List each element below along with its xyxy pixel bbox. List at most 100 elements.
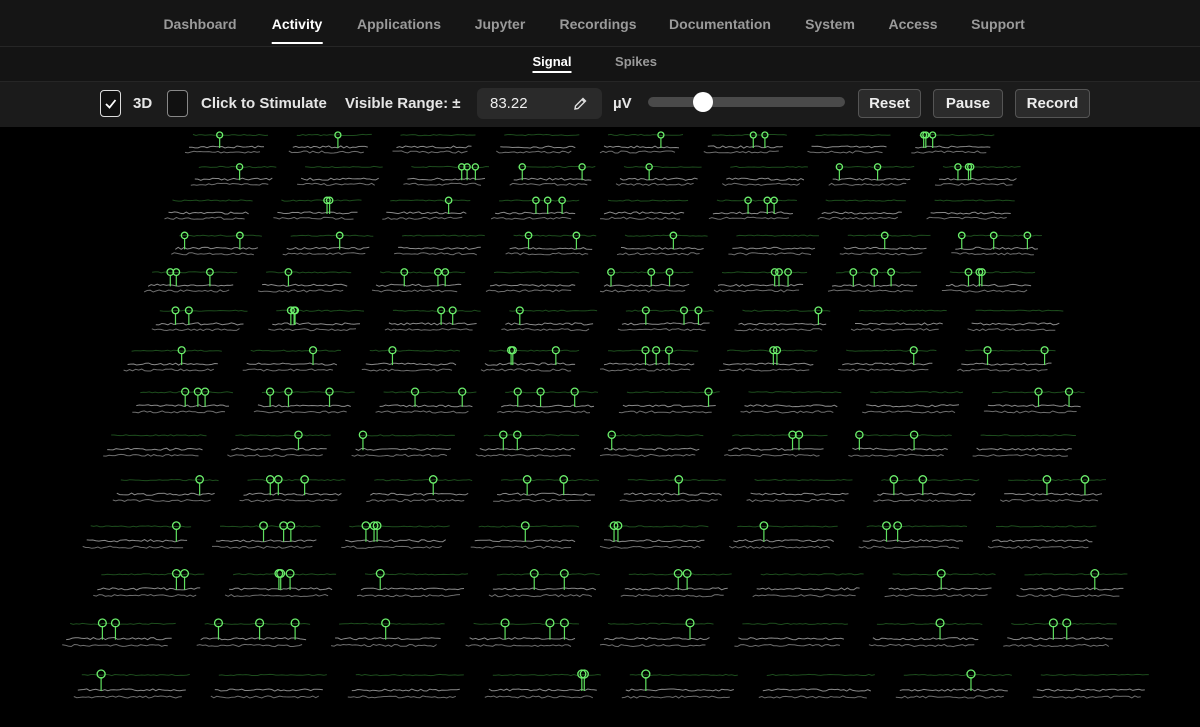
signal-trace-dim	[172, 199, 253, 202]
checkbox-stimulate[interactable]	[167, 90, 188, 117]
slider-thumb[interactable]	[693, 92, 713, 112]
signal-trace	[243, 492, 342, 496]
signal-trace	[972, 453, 1068, 457]
signal-trace-dim	[835, 271, 922, 274]
signal-trace	[827, 289, 914, 293]
signal-trace	[107, 447, 203, 451]
signal-trace	[200, 637, 307, 641]
signal-trace-dim	[919, 133, 995, 137]
signal-trace	[103, 453, 199, 457]
spike-marker	[873, 163, 882, 171]
spike-marker	[290, 306, 300, 315]
spike-marker	[964, 163, 973, 171]
signal-trace	[866, 404, 960, 408]
record-button[interactable]: Record	[1015, 89, 1090, 118]
spike-marker	[180, 569, 190, 578]
signal-trace	[493, 498, 591, 503]
spike-marker	[665, 268, 674, 277]
toolbar: 3D Click to Stimulate Visible Range: ± 8…	[0, 81, 1200, 127]
signal-trace	[895, 695, 1004, 699]
signal-trace	[505, 322, 594, 326]
signal-trace-dim	[159, 309, 248, 312]
spike-marker	[388, 346, 397, 355]
signal-trace-dim	[152, 271, 238, 274]
spike-marker	[609, 521, 619, 531]
spike-marker	[966, 163, 975, 171]
nav-item[interactable]: Activity	[271, 0, 322, 48]
spike-marker	[761, 131, 769, 139]
nav-item[interactable]: Dashboard	[163, 16, 237, 32]
signal-trace	[155, 322, 244, 326]
signal-trace	[86, 539, 188, 543]
signal-trace	[168, 211, 249, 215]
signal-trace	[268, 328, 357, 332]
signal-trace-dim	[815, 134, 891, 137]
nav-item[interactable]: Access	[888, 16, 938, 32]
signal-trace	[300, 177, 379, 181]
signal-trace	[599, 453, 696, 458]
spike-marker	[788, 430, 797, 440]
signal-trace	[151, 328, 240, 332]
signal-trace	[987, 545, 1089, 549]
signal-trace	[957, 368, 1048, 372]
signal-trace	[839, 252, 923, 256]
signal-trace	[500, 145, 576, 149]
signal-trace	[356, 594, 461, 598]
spike-marker	[522, 475, 532, 484]
signal-trace-dim	[70, 622, 176, 625]
signal-trace	[934, 182, 1013, 186]
signal-trace	[215, 539, 317, 543]
nav-item[interactable]: Recordings	[559, 16, 637, 32]
signal-trace	[746, 498, 845, 503]
sub-tab[interactable]: Spikes	[615, 54, 657, 69]
signal-trace	[955, 246, 1038, 250]
signal-trace-dim	[1024, 573, 1128, 576]
pause-button[interactable]: Pause	[933, 89, 1003, 118]
signal-trace	[976, 447, 1072, 451]
range-slider[interactable]	[648, 92, 845, 112]
signal-trace	[231, 447, 327, 451]
range-input[interactable]: 83.22	[477, 88, 602, 119]
spike-marker	[265, 387, 275, 396]
signal-trace	[852, 447, 948, 451]
spike-marker	[334, 131, 342, 139]
spike-marker	[437, 306, 446, 315]
signal-trace	[488, 593, 592, 598]
nav-item[interactable]: Applications	[356, 16, 442, 32]
reset-button[interactable]: Reset	[858, 89, 921, 118]
spike-marker	[920, 131, 928, 139]
signal-trace-dim	[1008, 478, 1106, 482]
spike-marker	[551, 346, 560, 355]
nav-item[interactable]: System	[805, 16, 855, 32]
edit-icon[interactable]	[572, 96, 588, 112]
signal-trace-dim	[624, 234, 708, 237]
spike-marker	[171, 306, 180, 315]
signal-trace	[214, 688, 323, 692]
signal-trace	[884, 593, 988, 598]
spike-marker	[759, 521, 769, 531]
signal-trace	[983, 410, 1077, 414]
nav-item[interactable]: Documentation	[669, 16, 771, 32]
spike-marker	[448, 306, 457, 315]
signal-trace-dim	[742, 622, 848, 626]
nav-item[interactable]: Support	[971, 16, 1025, 32]
signal-trace-dim	[627, 478, 726, 482]
sub-tab[interactable]: Signal	[532, 47, 572, 77]
spike-marker	[361, 521, 371, 531]
spike-marker	[335, 231, 344, 240]
signal-trace	[212, 545, 313, 549]
signal-trace	[147, 283, 234, 287]
spike-marker	[1048, 618, 1058, 628]
signal-trace-dim	[266, 271, 352, 274]
spike-marker	[909, 346, 918, 355]
signal-trace-dim	[881, 478, 980, 482]
signal-trace-dim	[732, 434, 828, 437]
signal-trace	[513, 177, 592, 181]
spike-marker	[171, 521, 181, 531]
signal-trace	[475, 453, 572, 458]
nav-item[interactable]: Jupyter	[474, 16, 526, 32]
signal-trace-dim	[198, 165, 277, 169]
spike-marker	[177, 346, 186, 355]
signal-trace-dim	[876, 622, 983, 626]
checkbox-3d[interactable]	[100, 90, 121, 117]
